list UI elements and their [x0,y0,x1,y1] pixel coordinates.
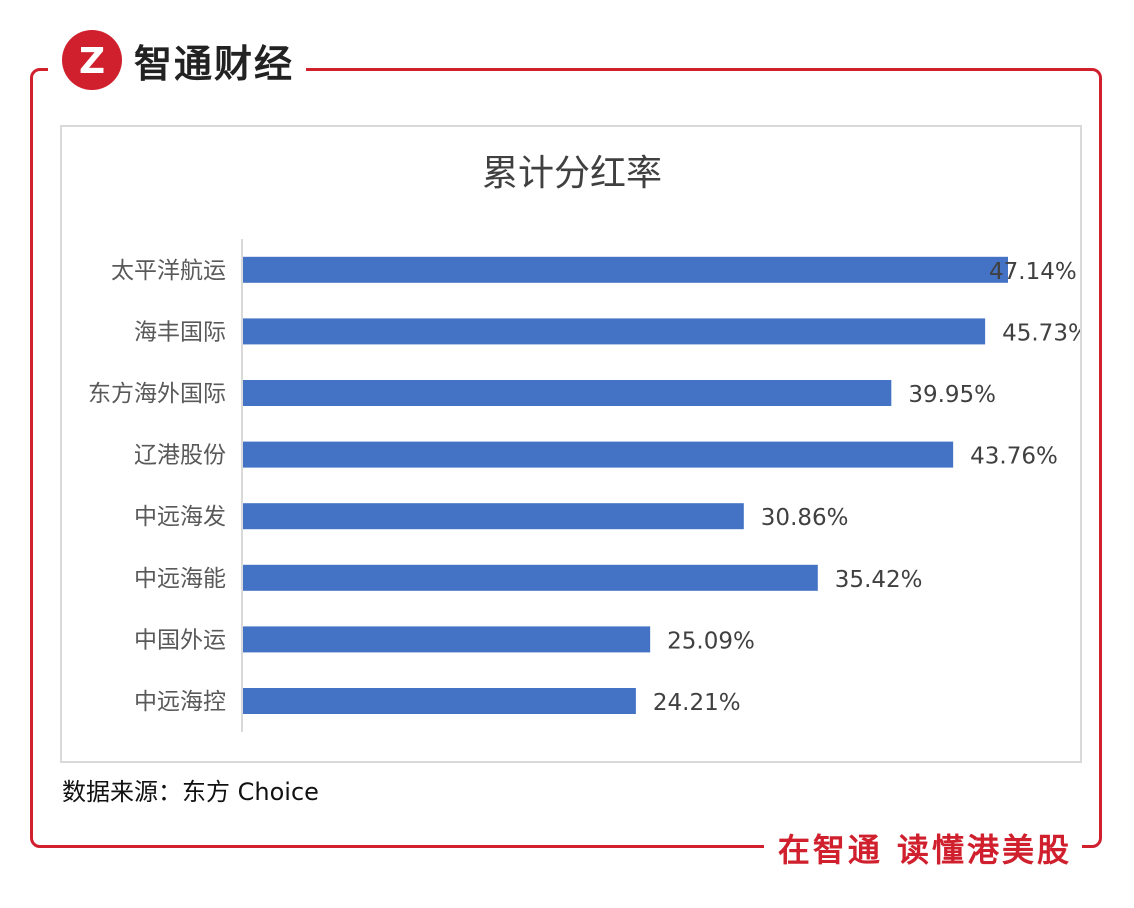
category-label: 海丰国际 [134,319,226,345]
data-label: 45.73% [1002,320,1080,346]
bar [243,380,892,406]
data-label: 30.86% [761,505,849,531]
source-note: 数据来源：东方 Choice [62,778,319,806]
data-label: 25.09% [667,628,755,654]
bar [243,564,818,591]
data-label: 47.14% [989,259,1077,285]
bar [243,441,954,468]
footer-slogan: 在智通 读懂港美股 [763,828,1082,869]
bar [243,318,986,345]
bar-group: 太平洋航运 47.14% 海丰国际 45.73% 东方海外国际 39.95% 辽港股份 43.… [88,256,1090,716]
bar [243,688,636,714]
data-label: 39.95% [908,382,996,408]
category-label: 中国外运 [134,627,226,653]
data-label: 43.76% [970,444,1058,470]
chart-title: 累计分红率 [482,153,662,194]
bar [243,503,744,530]
brand-logo-icon: Z [62,30,122,90]
category-label: 辽港股份 [134,443,226,469]
category-label: 太平洋航运 [111,258,226,284]
slogan-text: 在智通 读懂港美股 [777,831,1072,869]
category-label: 东方海外国际 [88,381,226,407]
chart-panel: 累计分红率 太平洋航运 47.14% 海丰国际 45.73% 东方海外国际 39.95% 辽… [60,125,1090,763]
bar [243,626,651,653]
brand-header: Z 智通财经 [48,20,307,100]
bar-chart: 累计分红率 太平洋航运 47.14% 海丰国际 45.73% 东方海外国际 39.95% 辽… [88,153,1090,732]
category-label: 中远海控 [134,689,226,715]
page-frame [30,68,1102,848]
category-label: 中远海发 [134,504,226,530]
logo-mark-text: Z [79,41,105,82]
bar [243,256,1008,283]
category-label: 中远海能 [134,566,226,592]
data-label: 24.21% [653,690,741,716]
brand-name: 智通财经 [134,41,295,86]
data-label: 35.42% [835,567,923,593]
logo-mark-glyph: Z [79,41,105,82]
